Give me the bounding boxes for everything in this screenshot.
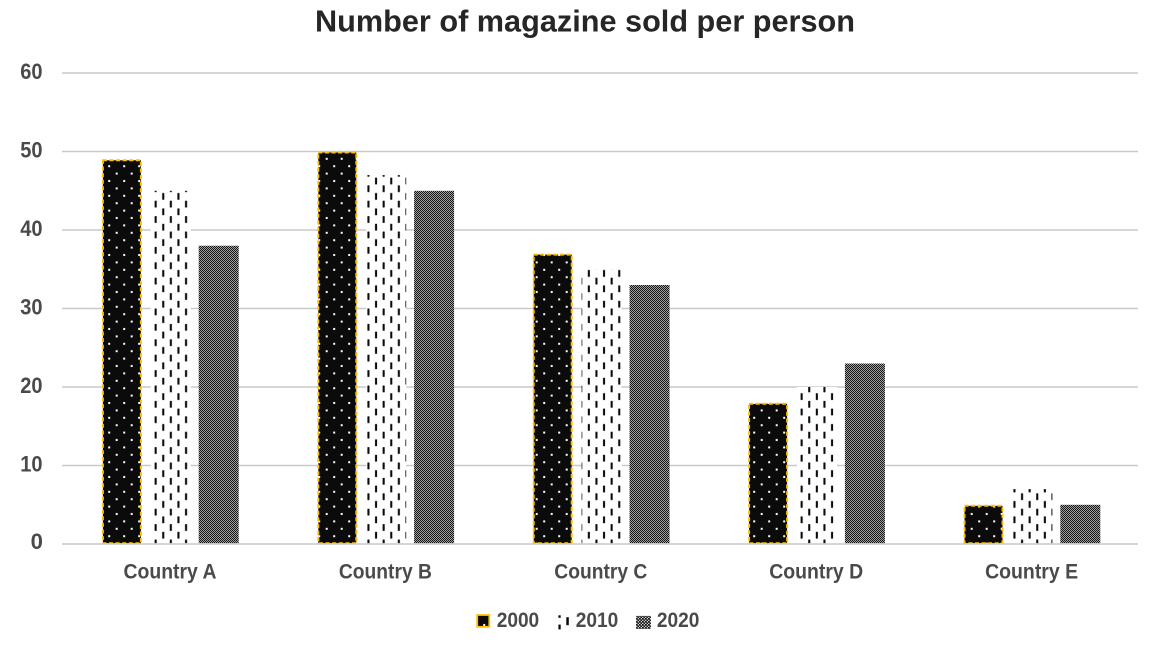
svg-text:10: 10 [20, 452, 42, 477]
svg-text:2020: 2020 [657, 609, 700, 632]
svg-text:50: 50 [20, 138, 42, 163]
svg-text:20: 20 [20, 373, 42, 398]
svg-text:Country B: Country B [339, 560, 432, 584]
svg-text:Number of magazine sold per pe: Number of magazine sold per person [315, 4, 855, 39]
svg-text:Country E: Country E [985, 560, 1078, 584]
svg-text:2000: 2000 [497, 609, 540, 632]
svg-text:2010: 2010 [576, 609, 619, 632]
svg-text:30: 30 [20, 295, 42, 320]
svg-text:Country A: Country A [124, 560, 217, 584]
svg-text:Country C: Country C [554, 560, 647, 584]
svg-text:0: 0 [31, 529, 43, 554]
svg-text:60: 60 [20, 59, 42, 84]
svg-text:Country D: Country D [769, 560, 863, 584]
svg-text:40: 40 [20, 216, 42, 241]
